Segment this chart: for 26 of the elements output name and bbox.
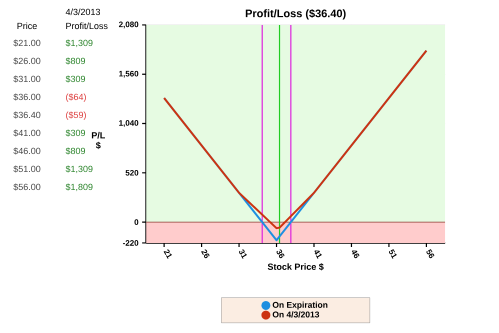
text: $31.00 xyxy=(13,75,40,83)
text: $1,809 xyxy=(66,183,93,192)
text: $41.00 xyxy=(13,129,40,137)
text: $36.40 xyxy=(13,111,40,119)
text: $309 xyxy=(66,75,86,83)
text: $56.00 xyxy=(13,183,40,191)
text: $36.00 xyxy=(13,93,40,101)
text: $1,309 xyxy=(66,39,93,48)
text: $46.00 xyxy=(13,147,40,155)
text: Price xyxy=(18,22,37,30)
legend-label: On 4/3/2013 xyxy=(272,311,320,318)
text: ($59) xyxy=(66,111,86,120)
text: $309 xyxy=(66,129,86,137)
text: $21.00 xyxy=(13,39,40,47)
text: $51.00 xyxy=(13,165,40,173)
y-axis-title: P/L $ xyxy=(92,132,105,150)
text: Profit/Loss xyxy=(66,22,108,30)
text: ($64) xyxy=(66,93,86,102)
x-axis-title: Stock Price $ xyxy=(268,263,324,270)
text: $809 xyxy=(66,57,86,65)
text: 4/3/2013 xyxy=(66,8,100,16)
text: $26.00 xyxy=(13,57,40,65)
text: $809 xyxy=(66,147,86,155)
text: $1,309 xyxy=(66,165,93,174)
legend-label: On Expiration xyxy=(272,302,328,310)
chart-title: Profit/Loss ($36.40) xyxy=(246,9,346,20)
